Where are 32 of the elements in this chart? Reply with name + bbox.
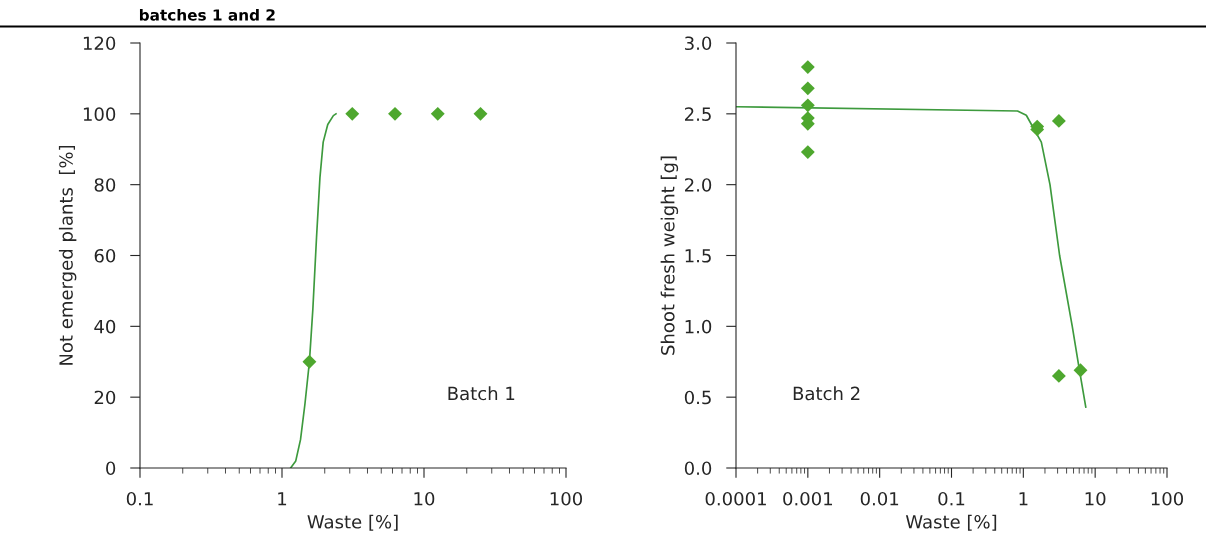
y-tick-label: 20 [94,390,116,405]
annotation: Batch 2 [793,386,860,401]
y-tick-label: 2.0 [685,178,712,192]
x-axis-title: Waste [%] [905,514,997,531]
y-tick-label: 3.0 [685,36,712,51]
x-tick-label: 100 [1151,491,1184,506]
x-axis-title: Waste [%] [307,514,398,531]
x-tick-label: 0.1 [126,491,153,506]
x-tick-label: 0.1 [938,491,965,506]
x-tick-label: 0.01 [860,491,899,506]
y-tick-label: 60 [94,248,116,263]
x-tick-label: 0.0001 [705,491,766,506]
y-tick-label: 0.5 [684,390,711,405]
y-tick-label: 0 [106,461,116,476]
y-axis-title: Not emerged plants [%] [58,145,77,365]
annotation: Batch 1 [448,386,515,401]
y-tick-label: 1.5 [685,249,711,263]
y-tick-label: 100 [83,107,116,121]
x-tick-label: 10 [1085,491,1106,506]
x-tick-label: 100 [550,491,583,506]
y-tick-label: 80 [94,178,116,192]
x-tick-label: 1 [278,492,287,506]
y-tick-label: 2.5 [685,107,711,121]
y-axis-title: Shoot fresh weight [g] [660,156,679,355]
text: batches 1 and 2 [139,8,275,21]
y-tick-label: 1.0 [685,319,712,334]
y-tick-label: 40 [94,319,116,334]
x-tick-label: 0.001 [783,491,833,506]
x-tick-label: 1 [1019,492,1028,506]
x-tick-label: 10 [414,491,435,506]
y-tick-label: 120 [83,36,116,51]
y-tick-label: 0.0 [684,461,712,476]
